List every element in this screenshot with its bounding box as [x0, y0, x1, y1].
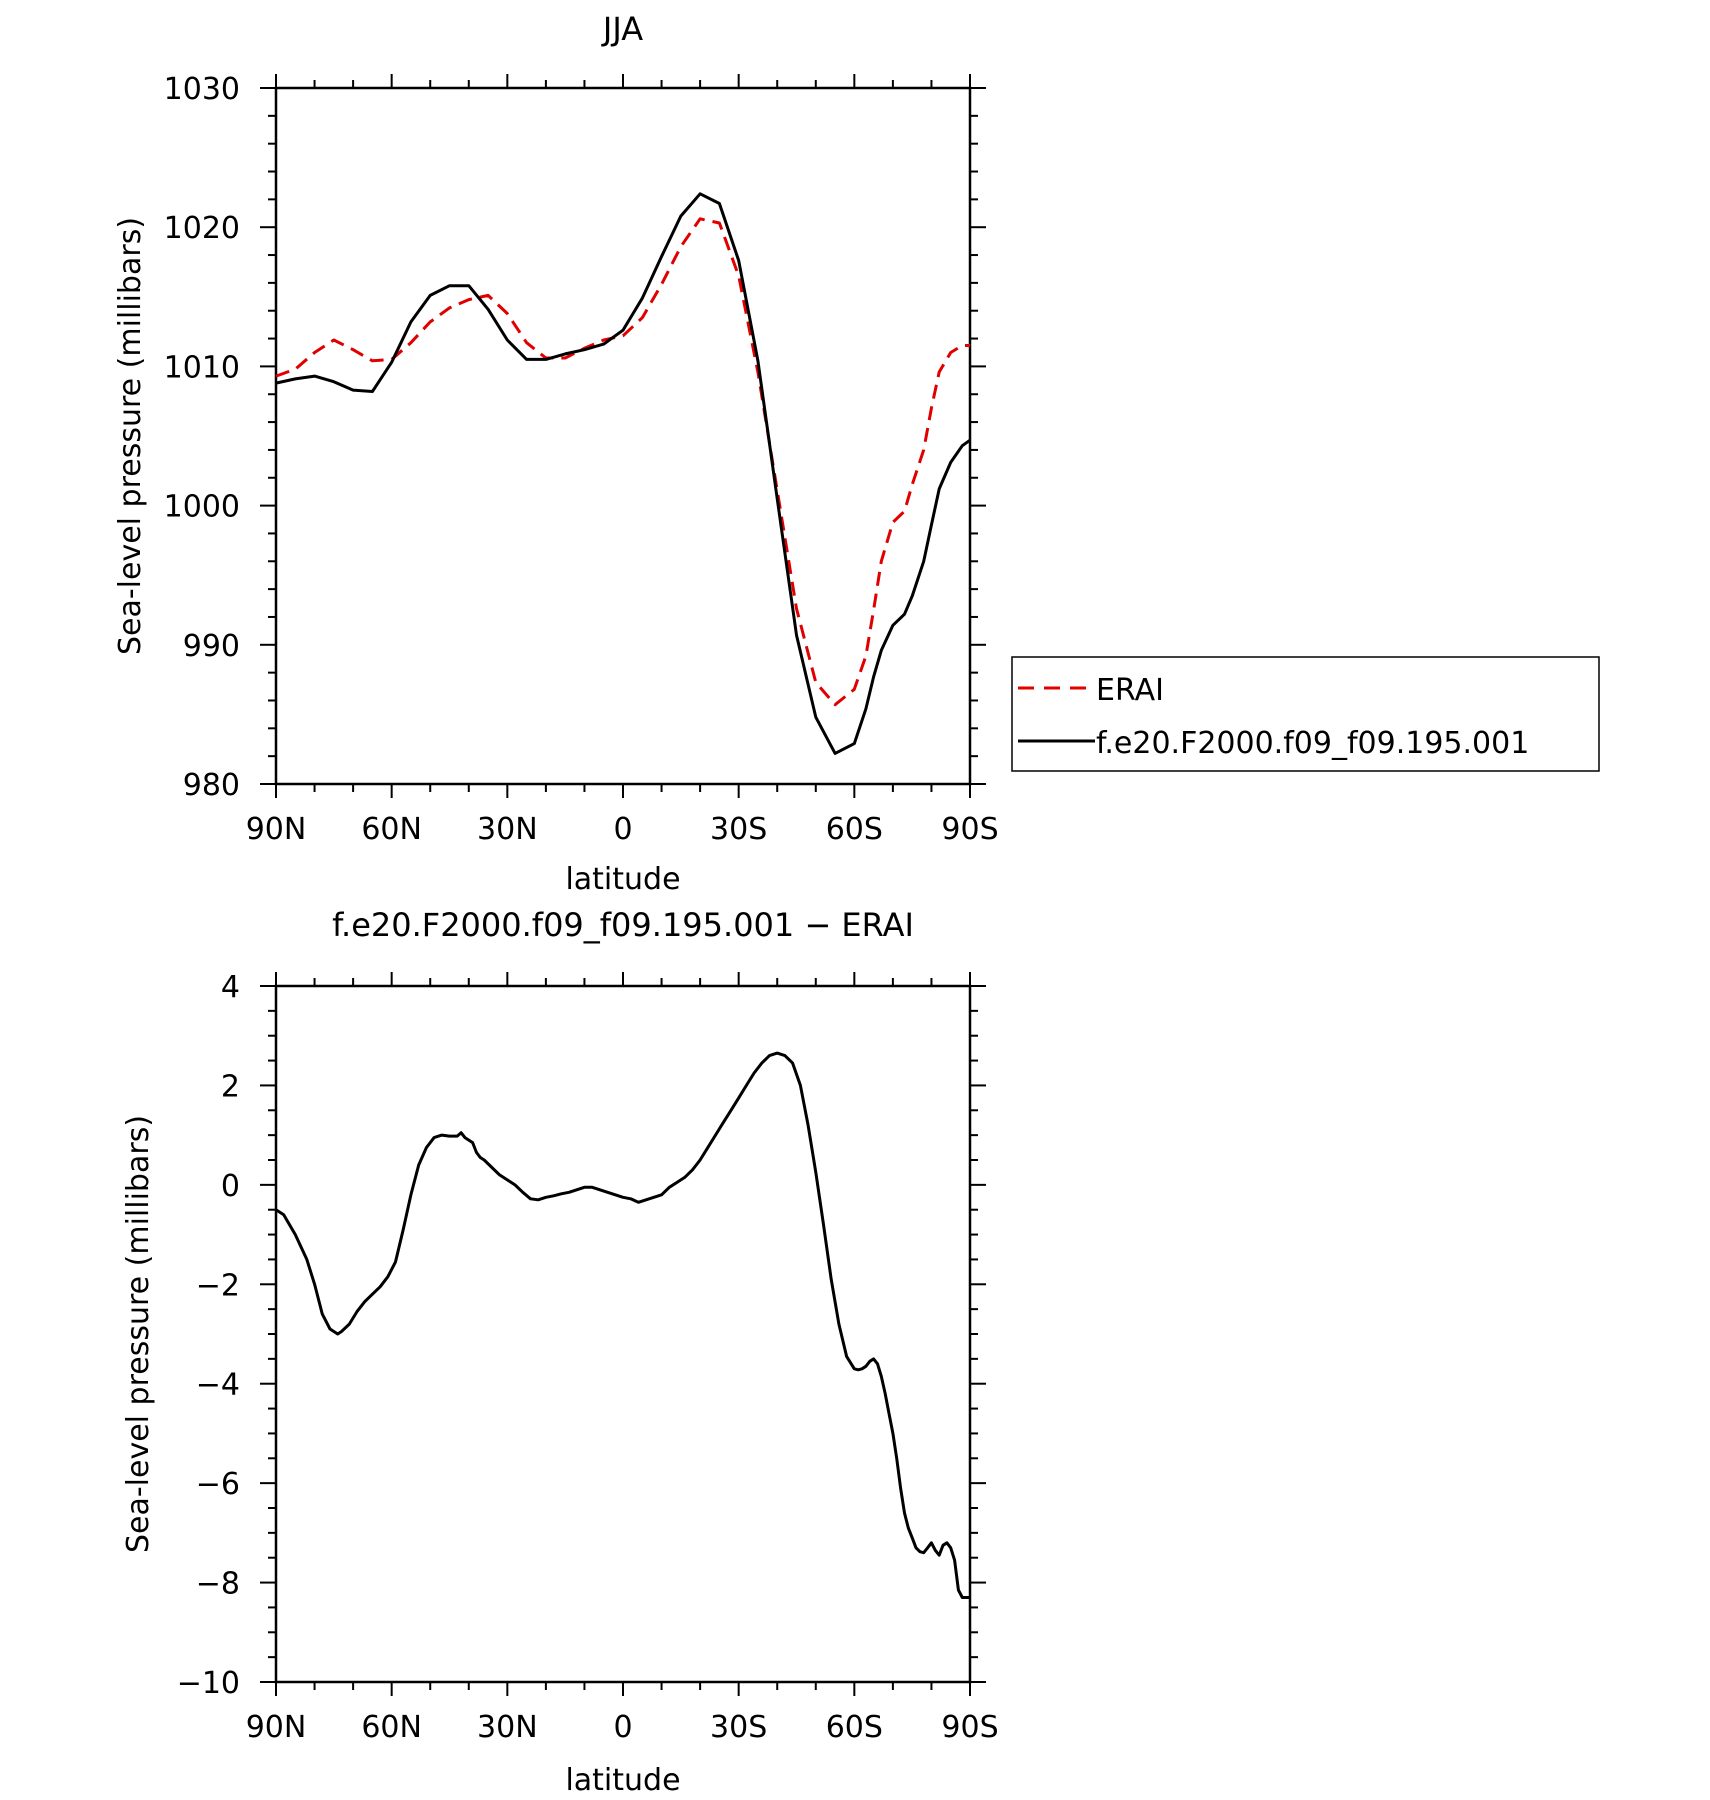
top-chart-y-tick-label: 980 [183, 768, 240, 803]
top-chart-y-tick-label: 1000 [164, 490, 240, 525]
top-chart-x-tick-label: 0 [613, 812, 632, 847]
bottom-chart-ticks [260, 972, 986, 1696]
top-chart-y-tick-label: 1010 [164, 350, 240, 385]
legend-label-erai: ERAI [1096, 673, 1164, 708]
bottom-chart-plot-frame [274, 984, 972, 1684]
bottom-chart-x-tick-label: 30S [710, 1710, 767, 1745]
bottom-chart-series [275, 1051, 970, 1599]
legend: ERAI f.e20.F2000.f09_f09.195.001 [1011, 656, 1600, 772]
legend-label-model: f.e20.F2000.f09_f09.195.001 [1096, 726, 1529, 761]
bottom-chart-x-tick-label: 60N [361, 1710, 422, 1745]
bottom-chart-x-tick-label: 30N [477, 1710, 538, 1745]
top-chart-title: JJA [601, 10, 643, 48]
bottom-chart-series-line-0 [275, 1051, 970, 1599]
bottom-chart-x-tick-label: 90N [246, 1710, 307, 1745]
bottom-chart-y-tick-label: −6 [196, 1467, 240, 1502]
top-chart-x-tick-label: 90N [246, 812, 307, 847]
bottom-chart-y-tick-label: 2 [221, 1069, 240, 1104]
top-chart-plot-frame [274, 86, 972, 786]
top-chart-x-tick-label: 30N [477, 812, 538, 847]
bottom-chart: f.e20.F2000.f09_f09.195.001 − ERAI 90N 60… [121, 906, 999, 1798]
bottom-chart-x-axis-title: latitude [565, 1763, 680, 1798]
top-chart-ticks [260, 74, 986, 798]
top-chart-series [275, 192, 971, 755]
bottom-chart-x-tick-label: 60S [826, 1710, 883, 1745]
bottom-chart-x-tick-label: 90S [941, 1710, 998, 1745]
top-chart-y-tick-labels: 980 990 1000 1010 1020 1030 [164, 72, 240, 803]
bottom-chart-y-tick-label: 4 [221, 970, 240, 1005]
top-chart-y-tick-label: 990 [183, 629, 240, 664]
top-chart-x-axis-title: latitude [565, 862, 680, 897]
bottom-chart-x-tick-label: 0 [613, 1710, 632, 1745]
legend-box [1011, 656, 1600, 772]
top-chart-series-line-1 [275, 192, 971, 755]
bottom-chart-y-tick-label: −8 [196, 1567, 240, 1602]
bottom-chart-y-tick-label: −4 [196, 1368, 240, 1403]
top-chart: JJA 90N 60N 30N 0 30S 60S 90S 980 990 1000 1010 10… [113, 10, 999, 897]
bottom-chart-y-tick-label: −10 [177, 1666, 240, 1701]
top-chart-y-axis-title: Sea-level pressure (millibars) [113, 217, 148, 655]
top-chart-x-tick-labels: 90N 60N 30N 0 30S 60S 90S [246, 812, 999, 847]
bottom-chart-y-tick-label: 0 [221, 1169, 240, 1204]
bottom-chart-y-tick-label: −2 [196, 1268, 240, 1303]
top-chart-x-tick-label: 60N [361, 812, 422, 847]
top-chart-series-line-0 [275, 217, 970, 707]
top-chart-x-tick-label: 90S [941, 812, 998, 847]
top-chart-y-tick-label: 1030 [164, 72, 240, 107]
top-chart-x-tick-label: 60S [826, 812, 883, 847]
bottom-chart-title: f.e20.F2000.f09_f09.195.001 − ERAI [332, 906, 914, 944]
bottom-chart-y-axis-title: Sea-level pressure (millibars) [121, 1115, 156, 1553]
top-chart-x-tick-label: 30S [710, 812, 767, 847]
bottom-chart-y-tick-labels: −10 −8 −6 −4 −2 0 2 4 [177, 970, 240, 1701]
bottom-chart-x-tick-labels: 90N 60N 30N 0 30S 60S 90S [246, 1710, 999, 1745]
top-chart-y-tick-label: 1020 [164, 211, 240, 246]
